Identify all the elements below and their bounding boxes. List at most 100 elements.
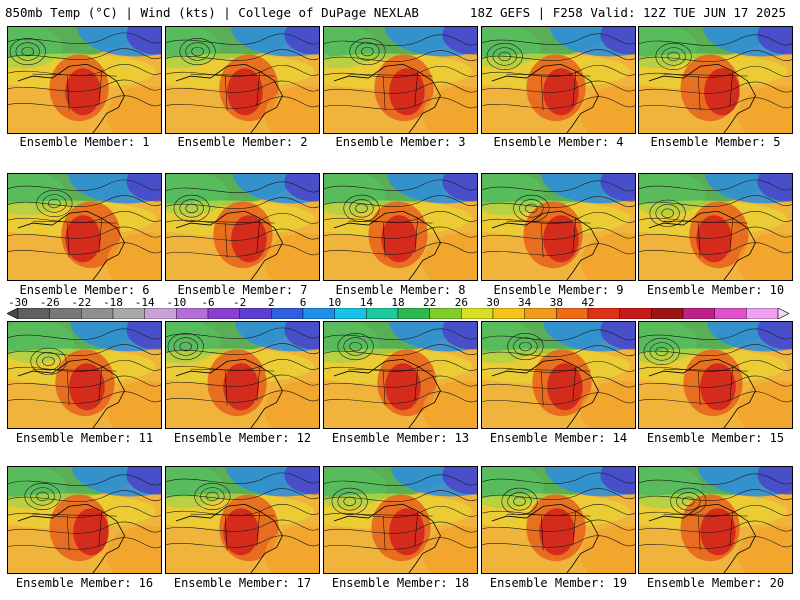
- temperature-field: [223, 363, 259, 411]
- ensemble-member-label: Ensemble Member: 15: [646, 431, 785, 445]
- temperature-field: [696, 215, 732, 263]
- colorbar-segment: [429, 308, 462, 319]
- colorbar-right-arrow: [777, 308, 789, 319]
- ensemble-map-panel: [7, 321, 162, 429]
- ensemble-member-label: Ensemble Member: 16: [15, 576, 154, 590]
- temperature-map: [639, 27, 792, 133]
- colorbar-segment: [397, 308, 430, 319]
- colorbar-segment: [651, 308, 684, 319]
- temperature-field: [422, 380, 477, 428]
- ensemble-map-panel: [638, 173, 793, 281]
- temperature-field: [264, 525, 319, 573]
- ensemble-map-panel: [481, 26, 636, 134]
- temperature-field: [223, 508, 259, 556]
- ensemble-map-panel: [7, 466, 162, 574]
- ensemble-member-label: Ensemble Member: 9: [493, 283, 624, 297]
- colorbar-tick-label: 18: [391, 296, 405, 309]
- temperature-field: [580, 85, 635, 133]
- ensemble-member-label: Ensemble Member: 8: [335, 283, 466, 297]
- temperature-field: [547, 363, 583, 411]
- ensemble-map-panel: [323, 321, 478, 429]
- ensemble-member-label: Ensemble Member: 3: [335, 135, 466, 149]
- temperature-map: [324, 467, 477, 573]
- temperature-field: [442, 174, 477, 202]
- temperature-field: [737, 525, 792, 573]
- ensemble-member-label: Ensemble Member: 19: [489, 576, 628, 590]
- temperature-field: [757, 174, 792, 202]
- ensemble-map-panel: [165, 321, 320, 429]
- temperature-field: [264, 380, 319, 428]
- temperature-field: [381, 215, 417, 263]
- colorbar-segment: [366, 308, 399, 319]
- ensemble-map-panel: [638, 321, 793, 429]
- ensemble-member-label: Ensemble Member: 20: [646, 576, 785, 590]
- colorbar-segment: [619, 308, 652, 319]
- state-borders: [506, 71, 591, 111]
- colorbar-tick-label: 34: [518, 296, 532, 309]
- temperature-map: [324, 27, 477, 133]
- colorbar-segment: [144, 308, 177, 319]
- colorbar-tick-label: 14: [359, 296, 373, 309]
- temperature-field: [65, 68, 101, 116]
- state-borders: [663, 366, 748, 406]
- state-borders: [348, 218, 433, 258]
- state-borders: [32, 366, 117, 406]
- state-borders: [190, 218, 275, 258]
- state-borders: [190, 71, 275, 111]
- colorbar-tick-label: 42: [581, 296, 595, 309]
- ensemble-member-label: Ensemble Member: 18: [331, 576, 470, 590]
- ensemble-map-panel: [7, 173, 162, 281]
- ensemble-map-panel: [165, 466, 320, 574]
- state-borders: [32, 71, 117, 111]
- state-borders: [506, 366, 591, 406]
- state-borders: [348, 71, 433, 111]
- ensemble-member-label: Ensemble Member: 14: [489, 431, 628, 445]
- colorbar-segment: [556, 308, 589, 319]
- ensemble-map-panel: [638, 26, 793, 134]
- colorbar-segment: [49, 308, 82, 319]
- temperature-map: [639, 174, 792, 280]
- temperature-field: [389, 68, 425, 116]
- ensemble-map-panel: [7, 26, 162, 134]
- temperature-field: [600, 467, 635, 495]
- colorbar-segment: [492, 308, 525, 319]
- temperature-map: [8, 174, 161, 280]
- colorbar-tick-label: 22: [423, 296, 437, 309]
- ensemble-member-label: Ensemble Member: 10: [646, 283, 785, 297]
- temperature-field: [284, 467, 319, 495]
- temperature-field: [284, 27, 319, 55]
- temperature-field: [442, 322, 477, 350]
- colorbar-tick-label: -14: [134, 296, 155, 309]
- colorbar-segment: [81, 308, 114, 319]
- temperature-field: [106, 380, 161, 428]
- colorbar-segment: [714, 308, 747, 319]
- colorbar-tick-label: 30: [486, 296, 500, 309]
- temperature-field: [73, 508, 109, 556]
- state-borders: [663, 218, 748, 258]
- ensemble-member-label: Ensemble Member: 2: [177, 135, 308, 149]
- colorbar-segment: [17, 308, 50, 319]
- colorbar-tick-label: -22: [71, 296, 92, 309]
- state-borders: [190, 511, 275, 551]
- temperature-field: [106, 85, 161, 133]
- ensemble-map-panel: [165, 173, 320, 281]
- colorbar-tick-label: 6: [299, 296, 307, 309]
- colorbar-segment: [239, 308, 272, 319]
- colorbar-segment: [176, 308, 209, 319]
- colorbar-tick-label: -6: [201, 296, 215, 309]
- ensemble-map-panel: [323, 466, 478, 574]
- temperature-map: [482, 27, 635, 133]
- temperature-field: [737, 232, 792, 280]
- header-right-title: 18Z GEFS | F258 Valid: 12Z TUE JUN 17 20…: [469, 5, 786, 20]
- state-borders: [663, 71, 748, 111]
- colorbar-segment: [587, 308, 620, 319]
- temperature-field: [126, 27, 161, 55]
- temperature-field: [539, 508, 575, 556]
- colorbar-svg: [7, 308, 789, 319]
- colorbar-segment: [746, 308, 779, 319]
- temperature-map: [8, 27, 161, 133]
- colorbar-segment: [302, 308, 335, 319]
- temperature-field: [580, 525, 635, 573]
- ensemble-member-label: Ensemble Member: 7: [177, 283, 308, 297]
- colorbar-segment: [271, 308, 304, 319]
